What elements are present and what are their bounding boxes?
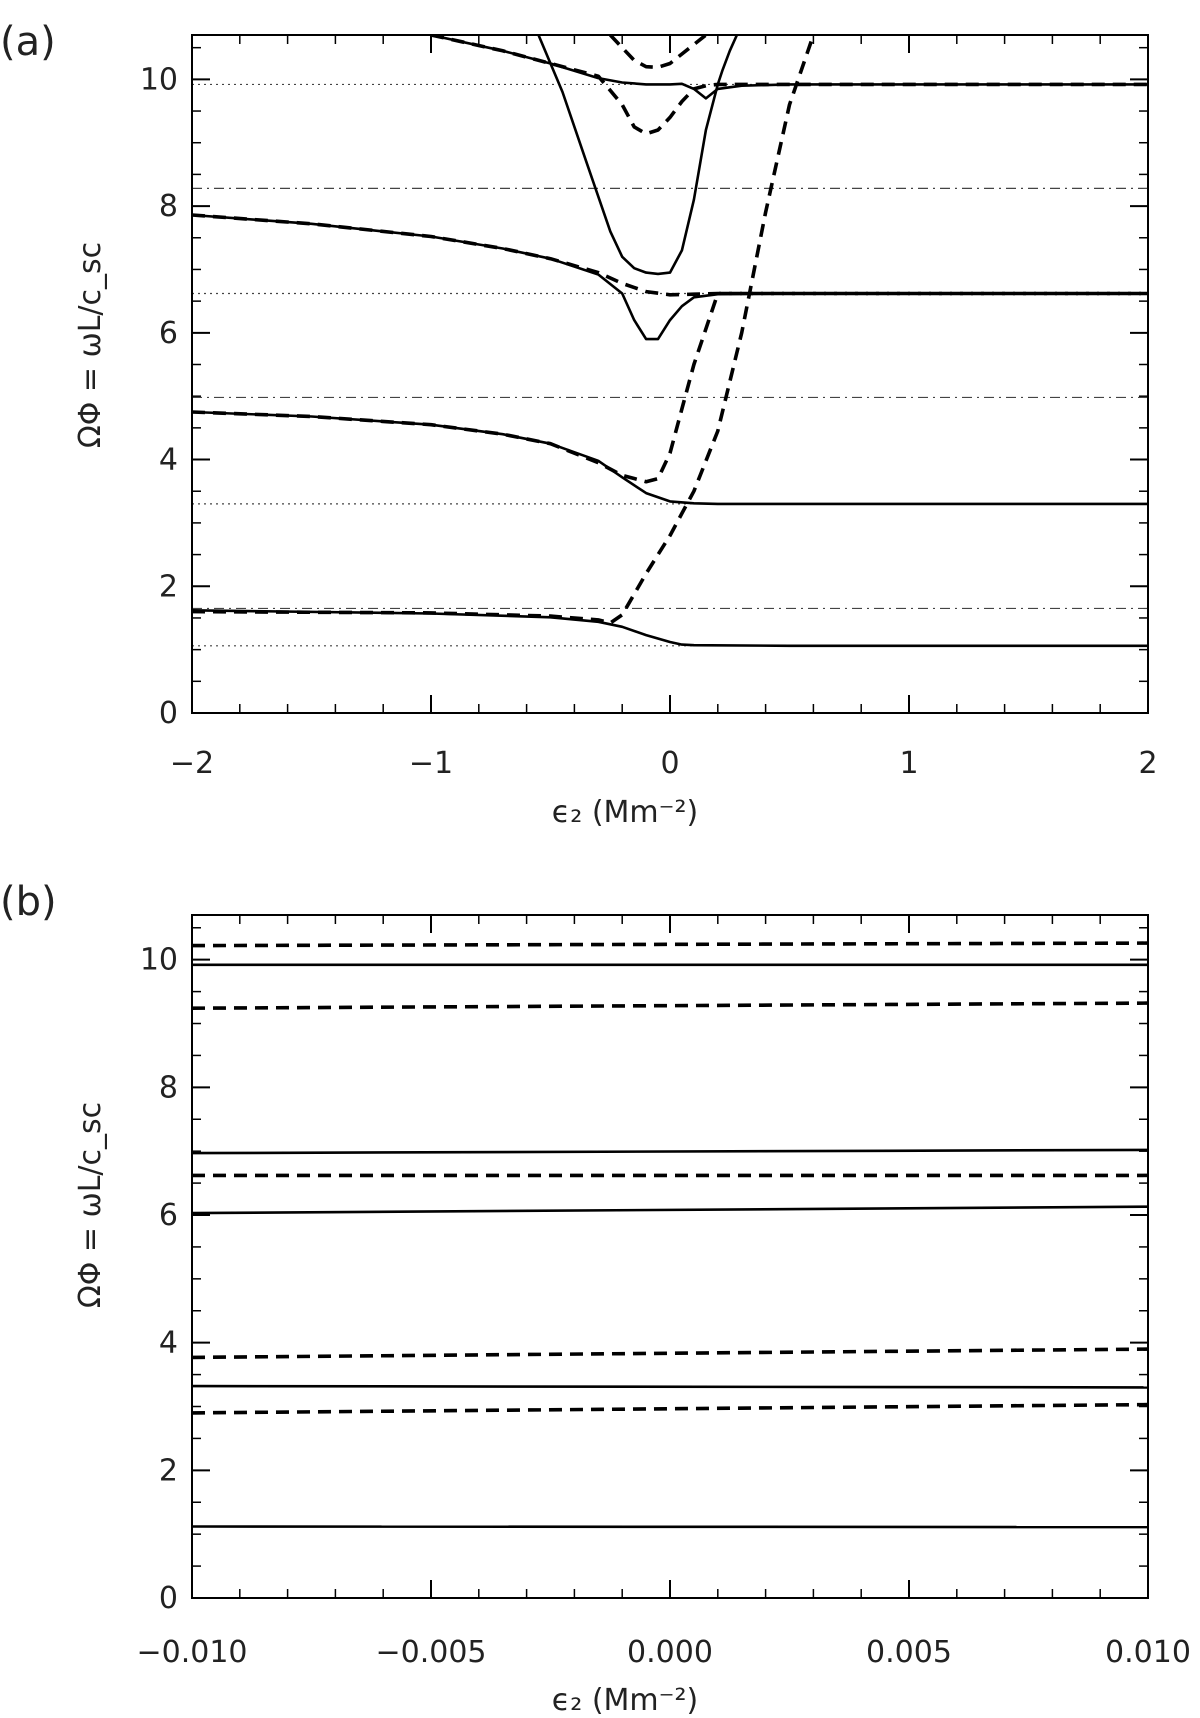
dashed-curve-6 [192,291,1148,484]
solid-curve-2 [192,1205,1148,1215]
y-tick-label-0: 0 [159,696,178,731]
panel-a-series [192,35,1148,648]
panel-a-tick-labels: −2 −1 0 1 2 0 2 4 6 8 10 [140,62,1158,781]
y-tick-label-2: 4 [159,1326,178,1361]
panel-a-y-axis-title: ΩΦ = ωL/c_sc [73,242,108,448]
x-tick-label-0: −2 [170,746,214,781]
dashed-curve-5 [192,1402,1148,1415]
panel-a: (a) ϵ₂ (Mm⁻²) ΩΦ = ωL/c_sc −2 −1 0 1 2 0 2 4 6 8 1… [0,19,1158,830]
y-tick-label-4: 8 [159,189,178,224]
y-tick-label-2: 4 [159,443,178,478]
panel-a-plot-frame [191,34,1149,714]
solid-curve-3 [430,35,1148,100]
panel-b-tick-labels: −0.010 −0.005 0.000 0.005 0.010 0 2 4 6 8 10 [136,943,1190,1670]
dashed-curve-7 [192,213,1148,297]
solid-curve-1 [192,1384,1148,1389]
solid-curve-1 [192,410,1148,506]
y-tick-label-5: 10 [140,943,178,978]
solid-curve-4 [537,35,739,276]
solid-curve-2 [192,213,1148,341]
solid-curve-0 [192,609,1148,648]
panel-b: (b) ϵ₂ (Mm⁻²) ΩΦ = ωL/c_sc −0.010 −0.005 0… [0,879,1191,1718]
x-tick-label-1: −0.005 [375,1635,486,1670]
y-tick-label-1: 2 [159,569,178,604]
dashed-curve-8 [192,1001,1148,1010]
x-tick-label-0: −0.010 [136,1635,247,1670]
panel-a-label: (a) [0,19,56,65]
panel-b-ticks [191,915,1149,1599]
panel-b-label: (b) [0,879,57,925]
x-tick-label-3: 0.005 [866,1635,952,1670]
solid-curve-0 [192,1525,1148,1529]
y-tick-label-3: 6 [159,316,178,351]
x-tick-label-4: 0.010 [1105,1635,1191,1670]
dashed-curve-9 [608,35,708,70]
panel-a-x-axis-title: ϵ₂ (Mm⁻²) [552,795,698,830]
panel-b-series [192,941,1148,1529]
x-tick-label-3: 1 [899,746,918,781]
y-tick-label-1: 2 [159,1453,178,1488]
solid-curve-3 [192,1148,1148,1155]
y-tick-label-4: 8 [159,1070,178,1105]
x-tick-label-1: −1 [409,746,453,781]
panel-a-reference-lines [192,83,1148,647]
y-tick-label-0: 0 [159,1581,178,1616]
panel-b-plot-frame [191,914,1149,1599]
dashed-curve-6 [192,1347,1148,1360]
x-tick-label-4: 2 [1138,746,1157,781]
dashed-curve-8 [430,35,1148,136]
panel-b-x-axis-title: ϵ₂ (Mm⁻²) [552,1683,698,1718]
y-tick-label-3: 6 [159,1198,178,1233]
x-tick-label-2: 0.000 [627,1635,713,1670]
panel-b-y-axis-title: ΩΦ = ωL/c_sc [73,1102,108,1308]
y-tick-label-5: 10 [140,62,178,97]
dashed-curve-5 [192,35,816,625]
x-tick-label-2: 0 [660,746,679,781]
dashed-curve-9 [192,941,1148,948]
